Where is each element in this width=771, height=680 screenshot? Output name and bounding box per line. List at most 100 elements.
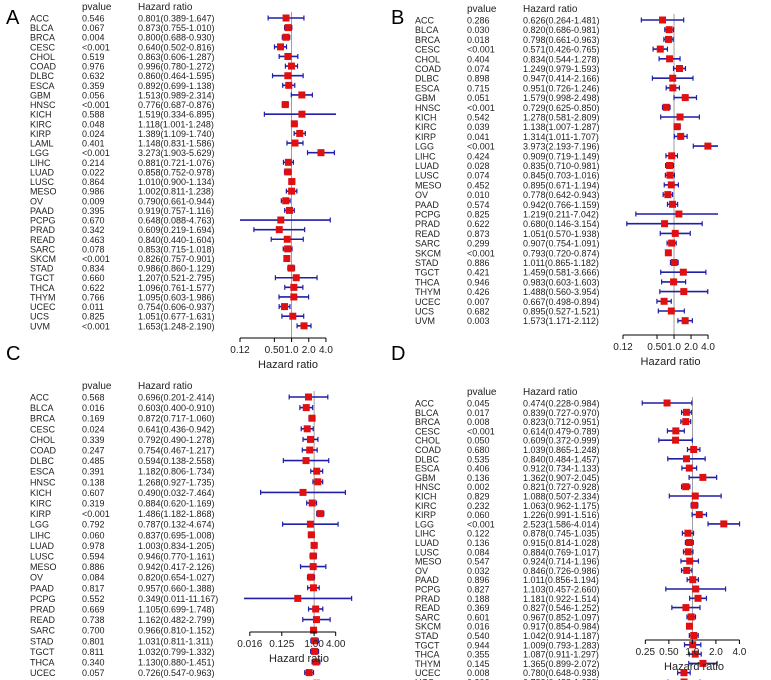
row-hazard-ratio: 0.696(0.201-2.414) (138, 393, 215, 403)
row-cancer-name: SARC (30, 244, 56, 254)
hazard-ratio-marker (298, 110, 306, 118)
x-tick-label: 0.12 (230, 345, 250, 356)
hazard-ratio-marker (311, 637, 319, 645)
row-cancer-name: LGG (30, 148, 49, 158)
row-hazard-ratio: 1.009(0.793-1.283) (523, 640, 600, 650)
hazard-ratio-marker (287, 264, 295, 272)
row-pvalue: 0.552 (82, 594, 105, 604)
row-cancer-name: DLBC (30, 456, 55, 466)
row-hazard-ratio: 0.667(0.498-0.894) (523, 297, 600, 307)
row-cancer-name: UCS (415, 307, 434, 317)
row-hazard-ratio: 0.947(0.414-2.166) (523, 74, 600, 84)
row-pvalue: 0.084 (82, 573, 105, 583)
row-cancer-name: TGCT (30, 273, 55, 283)
hazard-ratio-marker (690, 501, 698, 509)
row-hazard-ratio: 0.907(0.754-1.091) (523, 239, 600, 249)
row-pvalue: 0.886 (467, 258, 490, 268)
row-pvalue: <0.001 (467, 142, 495, 152)
row-hazard-ratio: 0.957(0.660-1.388) (138, 583, 215, 593)
row-pvalue: 0.873 (467, 229, 490, 239)
hazard-ratio-marker (317, 149, 325, 157)
row-hazard-ratio: 1.032(0.799-1.332) (138, 647, 215, 657)
row-cancer-name: LUAD (415, 161, 440, 171)
row-hazard-ratio: 0.951(0.726-1.246) (523, 83, 600, 93)
row-cancer-name: CHOL (30, 435, 55, 445)
row-pvalue: 0.024 (82, 129, 105, 139)
row-cancer-name: CESC (415, 426, 441, 436)
row-cancer-name: THCA (30, 283, 55, 293)
hazard-ratio-marker (675, 210, 683, 218)
row-pvalue: 0.738 (82, 615, 105, 625)
hazard-ratio-marker (680, 288, 688, 296)
hazard-ratio-marker (282, 33, 290, 41)
hazard-ratio-marker (666, 162, 674, 169)
row-cancer-name: ACC (415, 399, 435, 409)
row-cancer-name: THCA (30, 658, 55, 668)
row-hazard-ratio: 3.973(2.193-7.196) (523, 142, 600, 152)
x-axis-title: Hazard ratio (258, 359, 318, 371)
row-pvalue: 0.232 (467, 501, 490, 511)
hazard-ratio-marker (298, 91, 306, 99)
hazard-ratio-marker (316, 510, 324, 518)
hazard-ratio-marker (694, 594, 702, 602)
row-hazard-ratio: 0.594(0.138-2.558) (138, 456, 215, 466)
row-cancer-name: UCS (30, 312, 49, 322)
row-cancer-name: ESCA (30, 81, 55, 91)
row-cancer-name: HNSC (415, 103, 441, 113)
row-cancer-name: KIRC (415, 501, 437, 511)
hazard-ratio-marker (681, 94, 689, 102)
row-pvalue: <0.001 (82, 100, 110, 110)
row-pvalue: 0.426 (467, 287, 490, 297)
row-hazard-ratio: 0.793(0.720-0.874) (523, 248, 600, 258)
row-hazard-ratio: 0.873(0.755-1.010) (138, 23, 215, 33)
hazard-ratio-marker (666, 171, 674, 179)
row-pvalue: 0.607 (82, 488, 105, 498)
hazard-ratio-marker (308, 414, 316, 422)
row-hazard-ratio: 0.626(0.264-1.481) (523, 16, 600, 26)
row-hazard-ratio: 1.148(0.831-1.586) (138, 139, 215, 149)
row-hazard-ratio: 2.523(1.586-4.014) (523, 519, 600, 529)
row-cancer-name: KIRP (415, 510, 436, 520)
row-pvalue: 0.339 (82, 435, 105, 445)
hazard-ratio-marker (285, 206, 293, 214)
row-hazard-ratio: 0.895(0.527-1.521) (523, 307, 600, 317)
row-cancer-name: PRAD (415, 219, 441, 229)
x-tick-label: 0.25 (636, 647, 656, 658)
hazard-ratio-marker (704, 142, 712, 150)
row-hazard-ratio: 0.792(0.490-1.278) (138, 435, 215, 445)
hazard-ratio-marker (672, 436, 680, 444)
row-pvalue: 0.074 (467, 64, 490, 74)
hazard-ratio-marker (664, 35, 672, 43)
row-pvalue: 0.535 (467, 454, 490, 464)
hazard-ratio-marker (681, 317, 689, 325)
hazard-ratio-marker (306, 446, 314, 454)
hazard-ratio-marker (683, 566, 691, 574)
row-pvalue: 0.829 (467, 492, 490, 502)
row-cancer-name: COAD (30, 62, 57, 72)
row-pvalue: 0.834 (82, 264, 105, 274)
row-pvalue: 0.145 (467, 659, 490, 669)
row-cancer-name: KIRP (415, 132, 436, 142)
row-hazard-ratio: 1.653(1.248-2.190) (138, 321, 215, 331)
row-cancer-name: HNSC (415, 482, 441, 492)
row-pvalue: 0.032 (467, 566, 490, 576)
row-hazard-ratio: 1.087(0.911-1.297) (523, 650, 599, 660)
row-hazard-ratio: 1.162(0.482-2.799) (138, 615, 215, 625)
row-hazard-ratio: 1.095(0.603-1.986) (138, 292, 215, 302)
hazard-ratio-marker (300, 322, 308, 330)
row-hazard-ratio: 1.573(1.171-2.112) (523, 316, 599, 326)
row-pvalue: 0.594 (82, 552, 105, 562)
hazard-ratio-marker (282, 197, 290, 205)
hazard-ratio-marker (699, 659, 707, 667)
row-cancer-name: UCS (30, 679, 49, 680)
row-cancer-name: BRCA (30, 414, 55, 424)
row-pvalue: 0.003 (467, 316, 490, 326)
row-cancer-name: PCPG (415, 210, 441, 220)
hazard-ratio-marker (308, 499, 316, 507)
row-hazard-ratio: 0.603(0.400-0.910) (138, 403, 215, 413)
row-hazard-ratio: 1.063(0.962-1.175) (523, 501, 600, 511)
row-cancer-name: DLBC (415, 454, 440, 464)
row-hazard-ratio: 1.486(1.182-1.868) (138, 509, 215, 519)
row-cancer-name: KIRC (30, 119, 52, 129)
row-hazard-ratio: 0.640(0.502-0.816) (138, 42, 215, 52)
